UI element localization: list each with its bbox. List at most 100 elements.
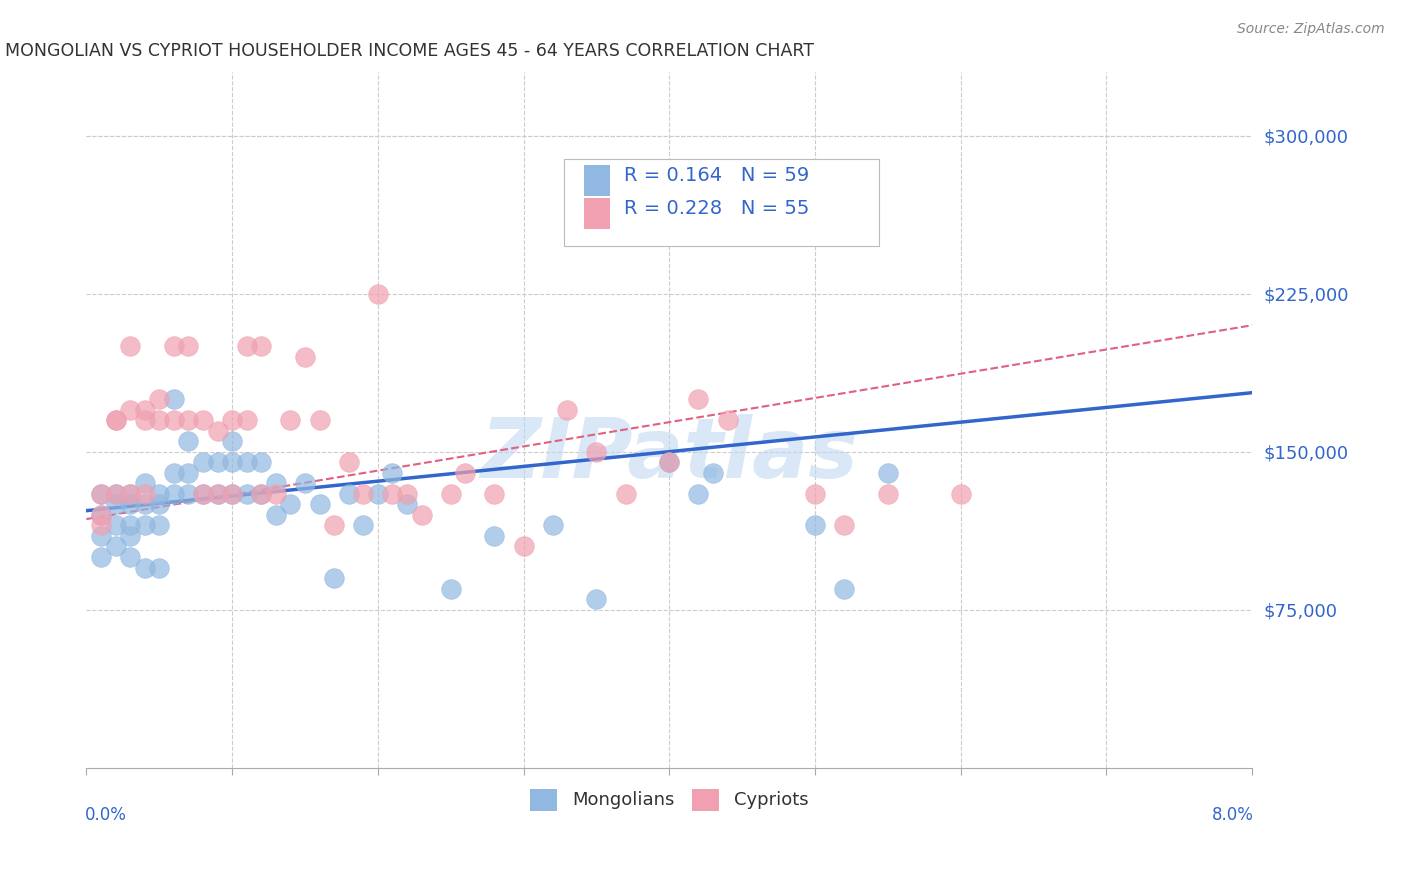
Point [658,455,681,469]
Point [381,466,404,480]
Point [804,518,827,533]
Point [555,402,578,417]
FancyBboxPatch shape [585,165,610,196]
Point [90,508,112,522]
Point [163,339,186,353]
Point [90,529,112,543]
Point [163,413,186,427]
Point [148,560,170,574]
Point [191,487,214,501]
Point [120,549,142,564]
Point [177,434,200,449]
Point [120,529,142,543]
Point [381,487,404,501]
Text: 0.0%: 0.0% [86,806,127,824]
Point [716,413,738,427]
Point [221,434,243,449]
Point [280,413,302,427]
Point [308,497,330,511]
Point [177,487,200,501]
Point [440,487,463,501]
Point [221,487,243,501]
Point [90,518,112,533]
Point [90,549,112,564]
Point [191,455,214,469]
Point [585,592,607,607]
Point [235,339,257,353]
Point [163,487,186,501]
Point [877,487,900,501]
Point [454,466,477,480]
Point [104,487,127,501]
Text: 8.0%: 8.0% [1212,806,1253,824]
Point [148,392,170,406]
Point [134,476,156,491]
Point [90,487,112,501]
Point [395,497,418,511]
Point [702,466,724,480]
Point [323,518,346,533]
Point [688,487,710,501]
Point [191,487,214,501]
Point [541,518,564,533]
Point [148,413,170,427]
Point [104,497,127,511]
Point [804,487,827,501]
Point [280,497,302,511]
Point [294,350,316,364]
Point [104,413,127,427]
Legend: Mongolians, Cypriots: Mongolians, Cypriots [523,781,815,818]
Point [264,487,287,501]
Point [745,192,768,206]
Point [120,487,142,501]
FancyBboxPatch shape [564,160,879,246]
Text: Source: ZipAtlas.com: Source: ZipAtlas.com [1237,22,1385,37]
Point [367,487,389,501]
Text: R = 0.228   N = 55: R = 0.228 N = 55 [624,199,810,218]
Point [221,455,243,469]
Text: R = 0.164   N = 59: R = 0.164 N = 59 [624,166,808,185]
Point [235,413,257,427]
Point [207,455,229,469]
Point [120,402,142,417]
Point [134,487,156,501]
Point [250,455,273,469]
Point [775,192,797,206]
Point [352,518,374,533]
Point [104,487,127,501]
Point [250,487,273,501]
Point [614,487,637,501]
FancyBboxPatch shape [585,197,610,229]
Point [658,455,681,469]
Point [949,487,972,501]
Point [104,413,127,427]
Point [337,455,360,469]
Point [148,497,170,511]
Point [250,339,273,353]
Point [440,582,463,596]
Point [104,518,127,533]
Point [352,487,374,501]
Point [264,508,287,522]
Point [207,424,229,438]
Point [264,476,287,491]
Point [832,582,855,596]
Point [207,487,229,501]
Point [367,286,389,301]
Point [308,413,330,427]
Point [832,518,855,533]
Point [134,497,156,511]
Point [294,476,316,491]
Point [191,413,214,427]
Point [120,518,142,533]
Point [221,487,243,501]
Point [120,339,142,353]
Point [134,560,156,574]
Point [877,466,900,480]
Point [585,444,607,458]
Point [148,487,170,501]
Point [177,339,200,353]
Point [120,487,142,501]
Point [134,518,156,533]
Point [90,487,112,501]
